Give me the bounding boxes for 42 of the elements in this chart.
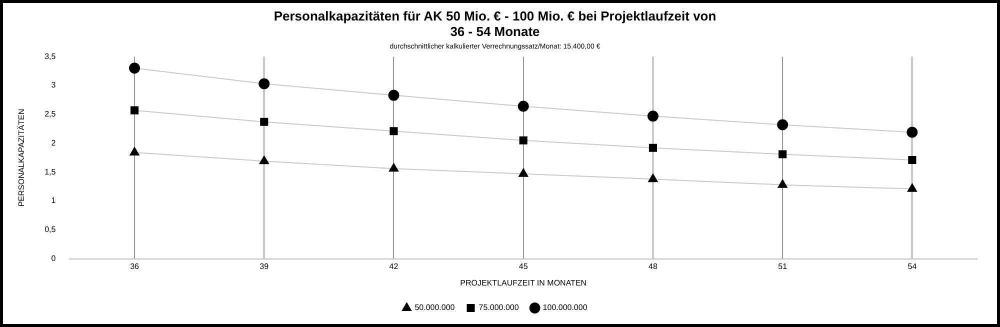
legend-label: 50.000.000	[414, 303, 456, 312]
y-tick-label: 0	[51, 254, 56, 264]
x-tick-label: 36	[130, 262, 140, 271]
y-tick-label: 1,5	[44, 167, 56, 176]
point	[258, 78, 270, 90]
x-tick-label: 39	[260, 262, 270, 271]
y-tick-label: 2,5	[44, 110, 56, 119]
point	[130, 106, 139, 114]
x-axis-title: PROJEKTLAUFZEIT IN MONATEN	[460, 278, 587, 288]
point	[259, 156, 269, 164]
y-tick-label: 3,5	[44, 52, 56, 61]
y-tick-label: 0,5	[44, 225, 56, 234]
x-tick-label: 48	[648, 262, 658, 271]
y-tick-label: 1	[51, 196, 56, 206]
point	[777, 119, 788, 130]
y-tick-label: 2	[51, 138, 56, 148]
point	[778, 179, 788, 188]
point	[390, 127, 398, 136]
point	[778, 150, 787, 158]
legend-label: 100.000.000	[542, 303, 588, 312]
legend-label: 75.000.000	[478, 303, 520, 312]
y-axis-title: PERSONALKAPAZITÄTEN	[17, 108, 26, 207]
point	[518, 168, 528, 177]
point	[907, 183, 918, 192]
point	[130, 147, 140, 156]
point	[129, 62, 140, 74]
x-tick-label: 42	[389, 262, 399, 271]
point	[518, 100, 529, 112]
x-tick-label: 45	[518, 262, 528, 271]
x-tick-label: 51	[778, 262, 788, 271]
point	[519, 136, 528, 144]
point	[906, 126, 918, 138]
chart-title: Personalkapazitäten für AK 50 Mio. € - 100 Mio. € bei Projektlaufzeit von 36 - 54 Monate	[274, 8, 716, 39]
point	[388, 90, 400, 101]
point	[647, 110, 658, 122]
point	[388, 163, 399, 172]
y-tick-label: 3	[51, 80, 56, 90]
x-tick-label: 54	[908, 262, 918, 271]
point	[260, 118, 268, 126]
point	[648, 174, 658, 182]
point	[648, 144, 658, 152]
point	[908, 156, 916, 164]
